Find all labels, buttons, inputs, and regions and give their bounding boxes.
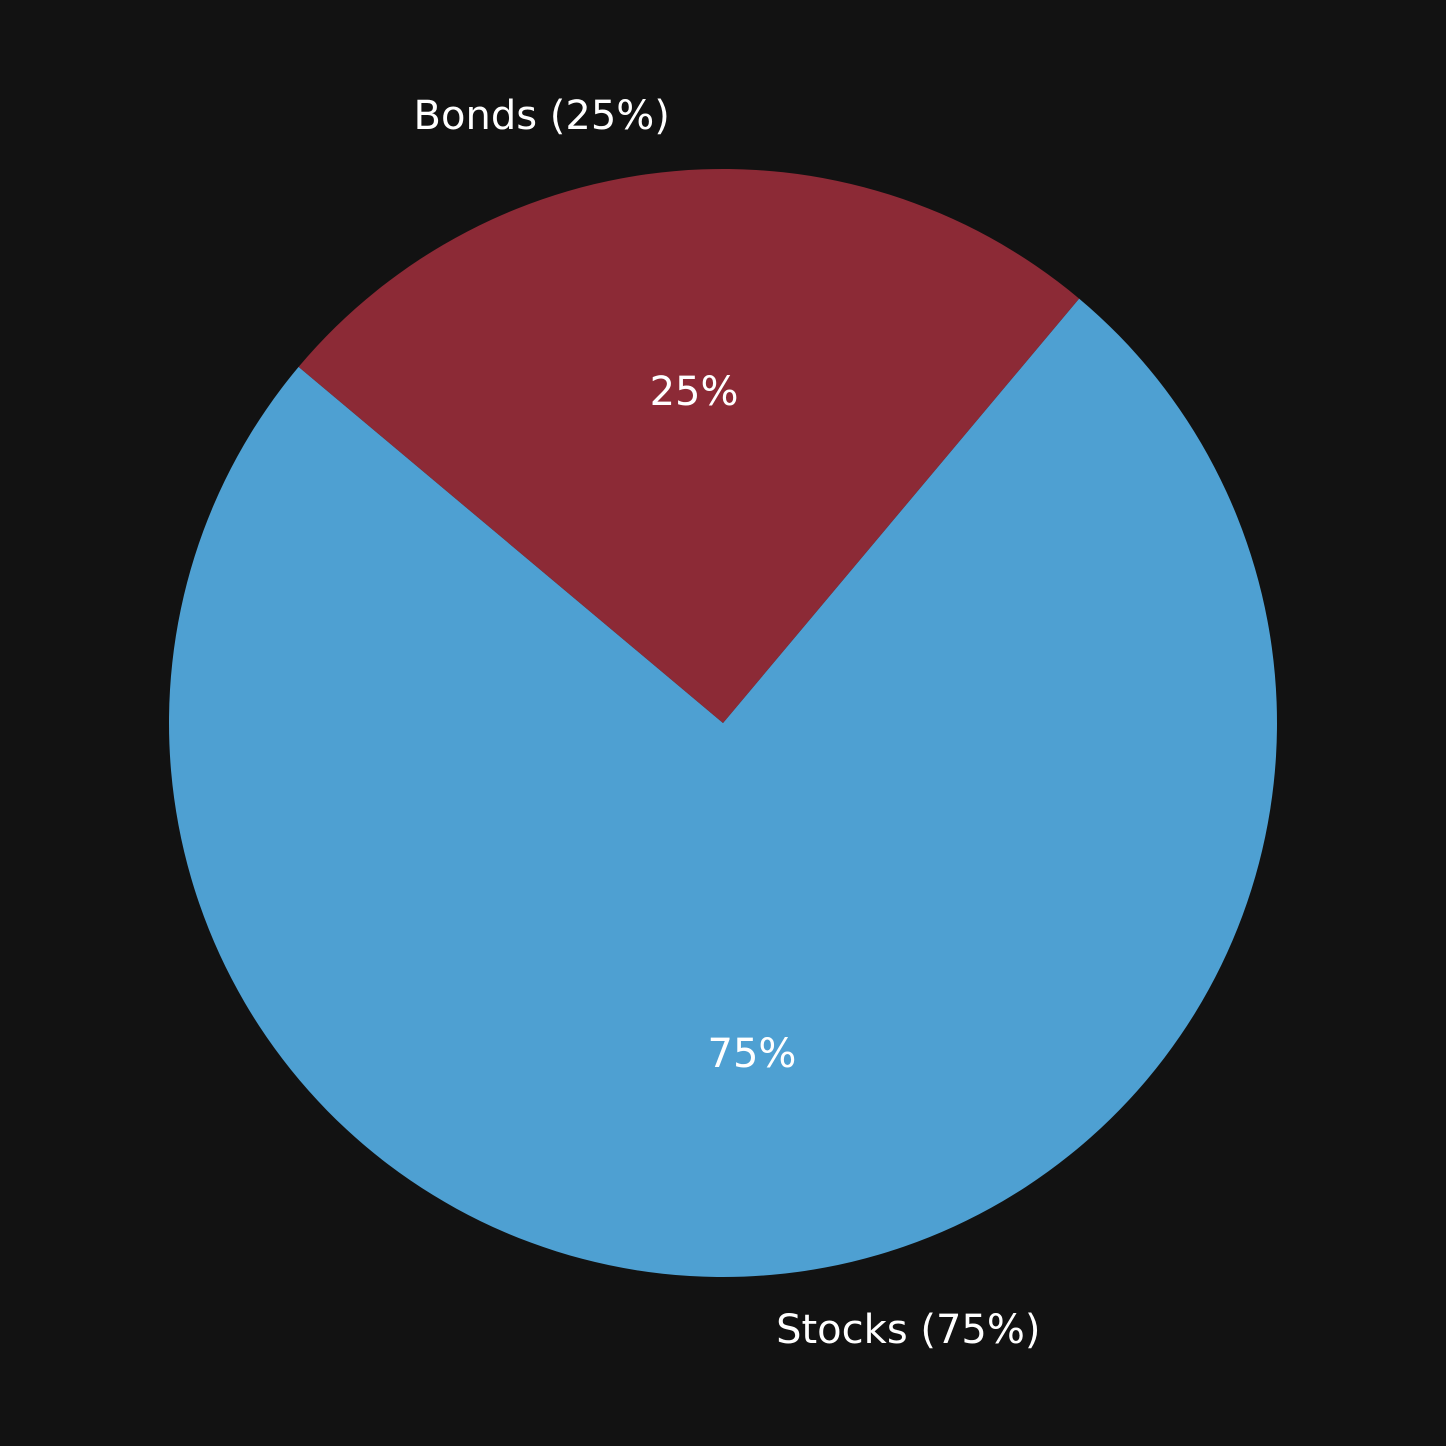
pie-category-label-stocks: Stocks (75%) xyxy=(776,1307,1040,1353)
pie-category-label-bonds: Bonds (25%) xyxy=(414,93,670,139)
pie-slice-bonds xyxy=(298,169,1080,723)
pie-labels: 75% Stocks (75%) 25% Bonds (25%) xyxy=(414,93,1041,1353)
pie-percent-label-stocks: 75% xyxy=(708,1031,797,1077)
pie-slice-stocks xyxy=(169,298,1278,1277)
pie-slices xyxy=(169,169,1278,1277)
pie-percent-label-bonds: 25% xyxy=(650,369,739,415)
